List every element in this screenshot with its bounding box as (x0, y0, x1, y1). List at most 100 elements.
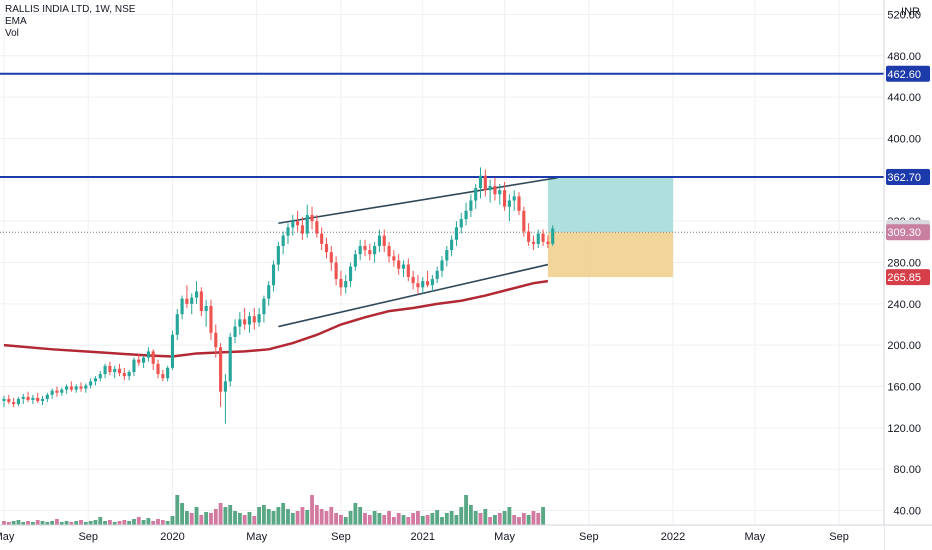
candle-body (517, 196, 521, 211)
candle-body (127, 372, 131, 377)
volume-bar (79, 520, 83, 525)
ema-curve (3, 279, 549, 358)
volume-bar (478, 513, 483, 525)
volume-bar (319, 509, 324, 525)
volume-bar (160, 520, 165, 525)
candle-body (478, 175, 483, 189)
candle-body (2, 398, 6, 401)
time-tick-label: Sep (829, 531, 849, 543)
candle-body (267, 285, 271, 299)
volume-bar (367, 515, 372, 525)
horizontal-lines[interactable] (0, 72, 884, 233)
ema-line[interactable] (3, 279, 549, 358)
grid-lines (0, 0, 884, 525)
volume-bar (69, 522, 74, 525)
trend-channel[interactable] (278, 176, 558, 328)
candle-body (296, 221, 300, 226)
candle-body (199, 291, 203, 312)
volume-bar (204, 512, 209, 525)
candle-body (387, 245, 391, 257)
candle-body (344, 281, 348, 288)
candle-body (305, 214, 309, 234)
volume-bar (416, 511, 420, 525)
volume-bar (141, 520, 146, 525)
currency-label[interactable]: INR (901, 6, 920, 18)
volume-bar (2, 521, 6, 525)
time-tick-label: 2022 (661, 531, 685, 543)
volume-bar (334, 513, 339, 525)
volume-bar (170, 516, 175, 525)
candle-body (425, 281, 430, 286)
candle-body (31, 397, 35, 400)
volume-bar (358, 507, 363, 525)
candle-body (339, 279, 343, 288)
volume-indicator-label[interactable]: Vol (5, 28, 19, 39)
volume-bar (11, 521, 16, 525)
volume-bar (353, 503, 358, 525)
price-tick-label: 440.00 (887, 92, 921, 104)
volume-bar (363, 513, 367, 525)
time-tick-label: Sep (579, 531, 599, 543)
candle-body (551, 228, 555, 244)
volume-bar (493, 515, 497, 525)
candle-body (40, 398, 45, 401)
volume-bar (257, 507, 262, 525)
candle-body (175, 314, 179, 335)
candle-body (156, 363, 160, 375)
candle-body (536, 233, 540, 244)
candle-body (421, 281, 425, 288)
candle-body (469, 200, 473, 211)
volume-bar (30, 522, 35, 525)
volume-bar (209, 513, 213, 525)
candle-body (108, 365, 112, 373)
candle-body (103, 365, 107, 375)
volume-bar (300, 507, 305, 525)
candle-body (440, 260, 444, 271)
candle-body (93, 378, 98, 382)
volume-bar (425, 515, 430, 525)
volume-bar (151, 521, 156, 525)
volume-bar (223, 507, 228, 525)
volume-bar (55, 519, 59, 525)
time-axis-background (0, 525, 884, 550)
candle-body (416, 283, 420, 288)
volume-bar (338, 515, 343, 525)
candle-body (373, 245, 377, 255)
volume-bar (271, 511, 276, 525)
volume-bar (189, 513, 194, 525)
candle-body (401, 264, 406, 269)
candle-body (146, 351, 150, 358)
volume-bar (329, 507, 334, 525)
candle-body (512, 196, 516, 201)
time-tick-label: May (246, 531, 267, 543)
volume-bar (391, 517, 396, 525)
price-tick-label: 240.00 (887, 299, 921, 311)
candle-body (209, 305, 213, 333)
candle-body (84, 385, 88, 389)
volume-bar (93, 520, 98, 525)
volume-bar (324, 511, 329, 525)
volume-bar (343, 517, 348, 525)
price-badge-label: 309.30 (887, 227, 921, 239)
candle-body (300, 225, 304, 234)
volume-bar (242, 515, 247, 525)
ema-indicator-label[interactable]: EMA (5, 16, 27, 27)
candle-body (454, 227, 459, 240)
volume-bar (88, 521, 93, 525)
candle-body (26, 396, 30, 400)
volume-bar (541, 507, 546, 525)
long-position-zone[interactable] (547, 177, 674, 278)
time-tick-label: 2020 (160, 531, 184, 543)
candle-body (243, 319, 247, 325)
volume-bar (180, 503, 185, 525)
volume-bar (266, 509, 271, 525)
volume-bar (406, 517, 411, 525)
volume-bar (449, 511, 454, 525)
volume-bar (276, 507, 281, 525)
volume-bar (21, 522, 26, 525)
symbol-title[interactable]: RALLIS INDIA LTD, 1W, NSE (5, 4, 136, 15)
time-axis[interactable]: May Sep 2020 May Sep 2021 May Sep 2022 May Sep (0, 524, 932, 550)
volume-bar (310, 495, 314, 525)
candle-body (397, 260, 401, 269)
